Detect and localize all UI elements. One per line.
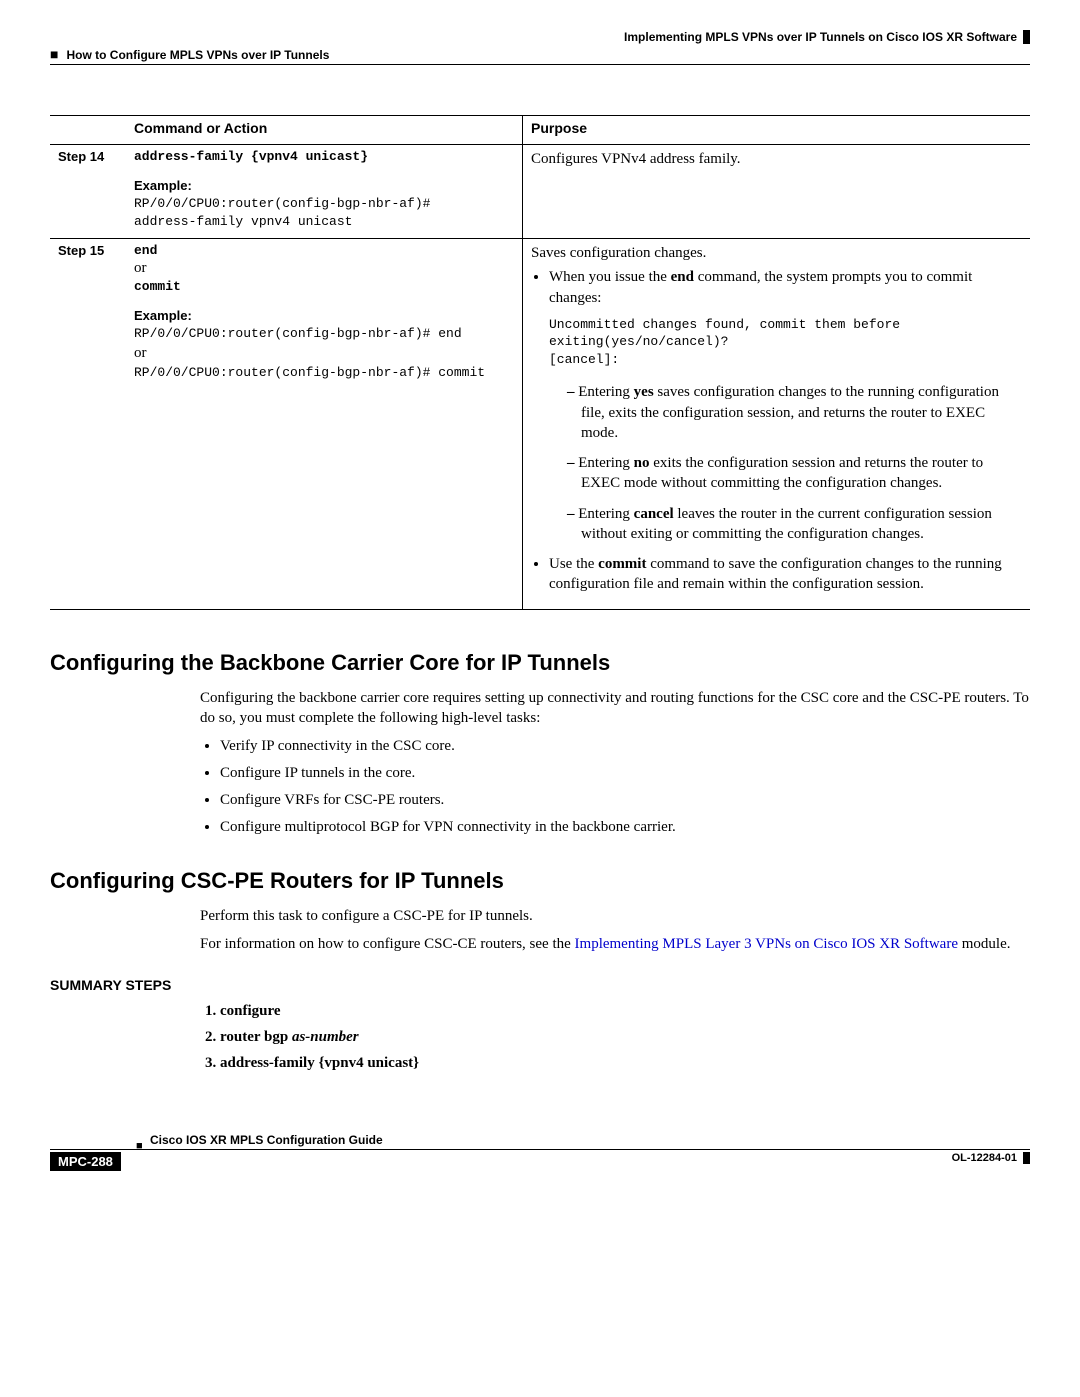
step15-ex1: RP/0/0/CPU0:router(config-bgp-nbr-af)# e…: [134, 325, 514, 343]
step15-cmd-commit: commit: [134, 279, 514, 294]
th-purpose: Purpose: [523, 116, 1031, 145]
doc-id: OL-12284-01: [952, 1152, 1030, 1164]
section1-item2: Configure IP tunnels in the core.: [220, 763, 1030, 784]
page-footer: Cisco IOS XR MPLS Configuration Guide MP…: [50, 1133, 1030, 1171]
step15-label: Step 15: [58, 243, 104, 258]
section2-link[interactable]: Implementing MPLS Layer 3 VPNs on Cisco …: [575, 936, 958, 952]
step15-or2: or: [134, 345, 514, 362]
step15-cmd-end: end: [134, 243, 514, 258]
th-blank: [50, 116, 126, 145]
step14-purpose: Configures VPNv4 address family.: [531, 149, 1022, 169]
header-section-title: How to Configure MPLS VPNs over IP Tunne…: [50, 46, 1030, 65]
step15-ex2: RP/0/0/CPU0:router(config-bgp-nbr-af)# c…: [134, 364, 514, 382]
step14-label: Step 14: [58, 149, 104, 164]
section1-title: Configuring the Backbone Carrier Core fo…: [50, 650, 1030, 676]
step15-dash3: Entering cancel leaves the router in the…: [567, 504, 1022, 545]
step14-command: address-family {vpnv4 unicast}: [134, 149, 514, 164]
section2-p2: For information on how to configure CSC-…: [200, 934, 1030, 954]
page-header: Implementing MPLS VPNs over IP Tunnels o…: [50, 30, 1030, 65]
step15-mono1: Uncommitted changes found, commit them b…: [549, 316, 1022, 351]
section1-para: Configuring the backbone carrier core re…: [200, 688, 1030, 729]
table-row-step14: Step 14 address-family {vpnv4 unicast} E…: [50, 145, 1030, 239]
footer-guide-title: Cisco IOS XR MPLS Configuration Guide: [50, 1133, 1030, 1150]
header-chapter-title: Implementing MPLS VPNs over IP Tunnels o…: [50, 30, 1030, 44]
step15-mono2: [cancel]:: [549, 351, 1022, 369]
summary-step1: configure: [220, 1001, 1030, 1021]
step15-purpose-intro: Saves configuration changes.: [531, 243, 1022, 263]
section2-title: Configuring CSC-PE Routers for IP Tunnel…: [50, 868, 1030, 894]
step15-or1: or: [134, 260, 514, 277]
step14-example-line2: address-family vpnv4 unicast: [134, 213, 514, 231]
section1-item3: Configure VRFs for CSC-PE routers.: [220, 790, 1030, 811]
section2-p1: Perform this task to configure a CSC-PE …: [200, 906, 1030, 926]
summary-step3: address-family {vpnv4 unicast}: [220, 1053, 1030, 1073]
step15-dash2: Entering no exits the configuration sess…: [567, 453, 1022, 494]
summary-steps-label: SUMMARY STEPS: [50, 977, 1030, 993]
step14-example-label: Example:: [134, 178, 514, 193]
step14-example-line1: RP/0/0/CPU0:router(config-bgp-nbr-af)#: [134, 195, 514, 213]
summary-step2: router bgp as-number: [220, 1027, 1030, 1047]
section1-item1: Verify IP connectivity in the CSC core.: [220, 736, 1030, 757]
step15-bullet1: When you issue the end command, the syst…: [549, 267, 1022, 544]
steps-table: Command or Action Purpose Step 14 addres…: [50, 115, 1030, 610]
table-row-step15: Step 15 end or commit Example: RP/0/0/CP…: [50, 239, 1030, 610]
step15-bullet2: Use the commit command to save the confi…: [549, 554, 1022, 595]
section1-item4: Configure multiprotocol BGP for VPN conn…: [220, 817, 1030, 838]
page-number-badge: MPC-288: [50, 1152, 121, 1171]
step15-example-label: Example:: [134, 308, 514, 323]
step15-dash1: Entering yes saves configuration changes…: [567, 382, 1022, 443]
section1-list: Verify IP connectivity in the CSC core. …: [220, 736, 1030, 838]
th-command: Command or Action: [126, 116, 523, 145]
